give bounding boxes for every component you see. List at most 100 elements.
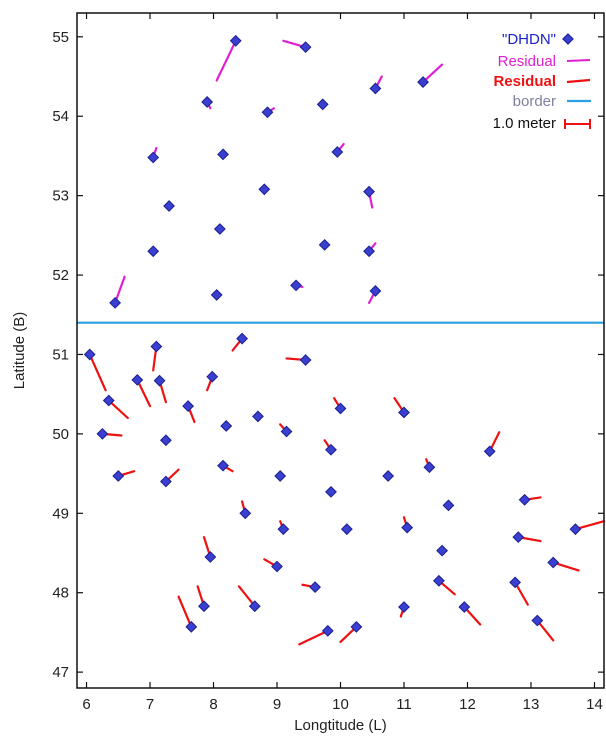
x-tick-label: 11 xyxy=(396,696,412,713)
dhdn-point xyxy=(112,470,125,482)
x-tick-label: 12 xyxy=(459,696,476,713)
tick-labels-layer: 6 7 8 9 10 11 12 13 14 47 48 49 50 51 52 53 54 55 xyxy=(52,29,603,713)
dhdn-point xyxy=(433,574,445,587)
x-tick-label: 6 xyxy=(82,696,90,713)
dhdn-point xyxy=(417,76,429,88)
dhdn-point xyxy=(201,96,214,108)
dhdn-point xyxy=(258,183,271,196)
y-tick-label: 50 xyxy=(52,426,69,443)
dhdn-point xyxy=(159,434,172,447)
legend-swatch-residual-red xyxy=(566,78,591,84)
dhdn-point xyxy=(340,523,353,536)
residual-vector-magenta xyxy=(215,39,237,82)
dhdn-point xyxy=(109,296,122,309)
dhdn-point xyxy=(239,507,252,520)
dhdn-point xyxy=(325,443,337,456)
residual-vector-red xyxy=(88,353,107,392)
dhdn-point xyxy=(248,600,261,613)
x-tick-label: 9 xyxy=(273,696,281,713)
dhdn-point xyxy=(423,461,436,474)
dhdn-point xyxy=(163,200,175,212)
dhdn-point xyxy=(236,332,248,345)
residual-vector-red xyxy=(136,378,152,408)
dhdn-point xyxy=(102,394,115,407)
legend: "DHDN" Residual Residual border 1.0 mete… xyxy=(493,31,591,132)
dhdn-point xyxy=(363,185,375,198)
dhdn-point xyxy=(147,151,160,164)
x-axis-title: Longtitude (L) xyxy=(294,717,387,734)
residual-vector-red xyxy=(177,595,193,628)
dhdn-points-layer xyxy=(83,34,582,637)
residual-vector-red xyxy=(574,520,606,531)
legend-line-red xyxy=(566,78,591,84)
dhdn-point xyxy=(518,493,531,506)
dhdn-point xyxy=(277,523,290,536)
dhdn-point xyxy=(331,146,344,158)
dhdn-point xyxy=(325,485,337,498)
dhdn-point xyxy=(185,620,198,633)
legend-label-residual-magenta: Residual xyxy=(498,53,556,70)
dhdn-point xyxy=(280,425,293,438)
legend-label-residual-red: Residual xyxy=(493,73,556,90)
dhdn-point xyxy=(363,245,375,258)
dhdn-point xyxy=(316,98,329,111)
dhdn-point xyxy=(398,601,410,613)
dhdn-point xyxy=(206,370,219,383)
dhdn-point xyxy=(334,402,347,415)
dhdn-point xyxy=(382,470,395,482)
y-tick-label: 47 xyxy=(52,664,69,681)
dhdn-point xyxy=(531,614,544,627)
dhdn-point xyxy=(198,600,210,613)
dhdn-point xyxy=(547,556,560,569)
dhdn-point xyxy=(271,560,283,573)
dhdn-point xyxy=(350,620,363,633)
residual-vector-red xyxy=(536,619,555,642)
dhdn-point xyxy=(252,410,264,423)
dhdn-point xyxy=(458,601,471,613)
y-tick-label: 52 xyxy=(52,267,69,284)
dhdn-point xyxy=(436,544,448,557)
legend-label-border: border xyxy=(513,93,556,110)
dhdn-point xyxy=(509,576,522,589)
y-tick-label: 53 xyxy=(52,188,69,205)
dhdn-point xyxy=(318,238,331,251)
dhdn-point xyxy=(299,354,312,366)
residual-vector-magenta xyxy=(421,63,444,84)
legend-swatch-scale-bar xyxy=(564,119,591,129)
dhdn-point xyxy=(290,279,302,292)
dhdn-point xyxy=(159,475,172,488)
x-tick-label: 13 xyxy=(523,696,540,713)
y-tick-label: 49 xyxy=(52,505,69,522)
x-tick-label: 14 xyxy=(586,696,603,713)
dhdn-point xyxy=(442,499,455,512)
x-tick-label: 7 xyxy=(146,696,154,713)
dhdn-point xyxy=(147,245,160,258)
y-axis-title: Latitude (B) xyxy=(11,312,28,390)
dhdn-point xyxy=(153,374,166,387)
x-tick-label: 8 xyxy=(209,696,217,713)
dhdn-point xyxy=(210,289,223,301)
legend-line-magenta xyxy=(566,59,591,62)
legend-label-dhdn: "DHDN" xyxy=(502,31,556,48)
residual-vector-red xyxy=(237,585,256,608)
dhdn-point xyxy=(217,459,229,472)
dhdn-point xyxy=(131,373,144,386)
y-tick-label: 55 xyxy=(52,29,69,46)
dhdn-point xyxy=(83,348,96,361)
y-tick-label: 51 xyxy=(52,346,69,363)
dhdn-point xyxy=(204,551,217,563)
y-tick-label: 48 xyxy=(52,585,69,602)
dhdn-point xyxy=(182,400,195,412)
dhdn-point xyxy=(321,624,334,637)
dhdn-point xyxy=(150,340,163,353)
residual-vector-magenta xyxy=(113,275,126,304)
x-tick-label: 10 xyxy=(332,696,349,713)
dhdn-point xyxy=(401,521,414,534)
residual-vector-red xyxy=(107,399,129,420)
legend-diamond xyxy=(562,33,574,45)
dhdn-point xyxy=(217,148,229,161)
dhdn-point xyxy=(96,427,109,440)
dhdn-point xyxy=(512,531,525,544)
dhdn-point xyxy=(569,523,582,536)
